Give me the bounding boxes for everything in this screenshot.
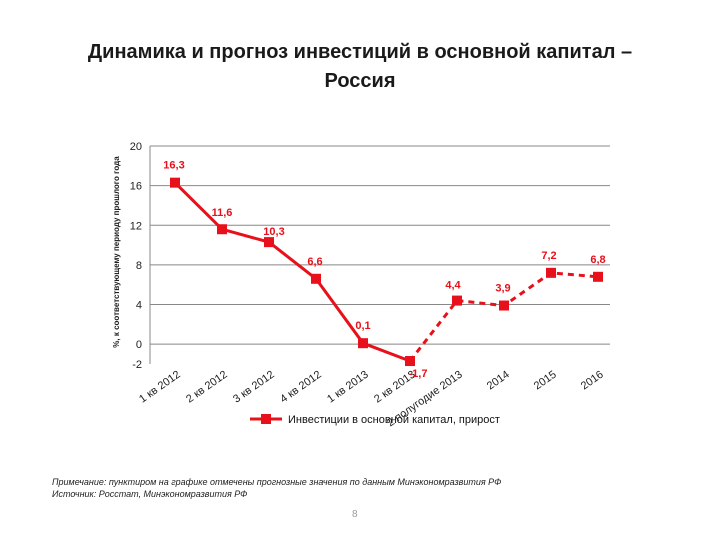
data-labels: 16,3 11,6 10,3 6,6 0,1 -1,7 4,4 3,9 7,2 6,8 bbox=[163, 160, 605, 380]
data-point bbox=[358, 338, 368, 349]
page-number: 8 bbox=[352, 509, 358, 520]
axes bbox=[149, 146, 610, 364]
data-point bbox=[405, 356, 415, 367]
legend-label: Инвестиции в основной капитал, прирост bbox=[288, 414, 500, 426]
x-tick-label: 2 кв 2012 bbox=[184, 369, 230, 406]
x-tick-label: 1 кв 2012 bbox=[137, 369, 183, 406]
y-tick-labels: 20 16 12 8 4 0 -2 bbox=[130, 141, 142, 371]
y-axis-label: %, к соответствующему периоду прошлого г… bbox=[112, 156, 121, 348]
data-label: 10,3 bbox=[263, 226, 284, 238]
data-label: 3,9 bbox=[495, 283, 510, 295]
x-tick-label: 4 кв 2012 bbox=[278, 369, 324, 406]
y-tick-label: 4 bbox=[136, 300, 142, 312]
chart-note: Примечание: пунктиром на графике отмечен… bbox=[52, 476, 501, 500]
data-point bbox=[499, 300, 509, 311]
data-label: -1,7 bbox=[409, 368, 428, 380]
note-source: Источник: Росстат, Минэкономразвития РФ bbox=[52, 489, 248, 499]
data-point bbox=[170, 177, 180, 188]
x-tick-label: 1 кв 2013 bbox=[325, 369, 371, 406]
data-point bbox=[452, 295, 462, 306]
y-tick-label: 12 bbox=[130, 220, 142, 232]
series-lines bbox=[173, 181, 599, 363]
data-point bbox=[546, 267, 556, 278]
data-label: 6,6 bbox=[307, 256, 322, 268]
data-label: 4,4 bbox=[445, 280, 461, 292]
y-tick-label: 20 bbox=[130, 141, 142, 153]
data-label: 7,2 bbox=[541, 250, 556, 262]
y-tick-label: 16 bbox=[130, 181, 142, 193]
data-label: 16,3 bbox=[163, 160, 184, 172]
note-forecast: Примечание: пунктиром на графике отмечен… bbox=[52, 477, 502, 487]
legend-marker bbox=[261, 414, 271, 424]
series-line-actual bbox=[173, 181, 411, 363]
data-label: 0,1 bbox=[355, 320, 370, 332]
slide-title: Динамика и прогноз инвестиций в основной… bbox=[0, 38, 720, 96]
series-markers bbox=[170, 177, 603, 367]
slide-title-line-1: Динамика и прогноз инвестиций в основной… bbox=[87, 41, 633, 63]
y-tick-label: 0 bbox=[136, 339, 142, 351]
y-tick-label: -2 bbox=[132, 359, 142, 371]
chart-legend: Инвестиции в основной капитал, прирост bbox=[250, 414, 500, 426]
data-point bbox=[311, 273, 321, 284]
x-tick-label: 2016 bbox=[579, 369, 606, 393]
data-label: 11,6 bbox=[212, 207, 233, 219]
y-tick-label: 8 bbox=[136, 260, 142, 272]
data-point bbox=[217, 224, 227, 235]
x-tick-label: 3 кв 2012 bbox=[231, 369, 277, 406]
data-label: 6,8 bbox=[590, 254, 605, 266]
x-tick-label: 2014 bbox=[485, 369, 512, 393]
x-tick-label: 2015 bbox=[532, 369, 559, 393]
data-point bbox=[593, 271, 603, 282]
slide-title-line-2: Россия bbox=[324, 70, 396, 92]
data-point bbox=[264, 237, 274, 248]
